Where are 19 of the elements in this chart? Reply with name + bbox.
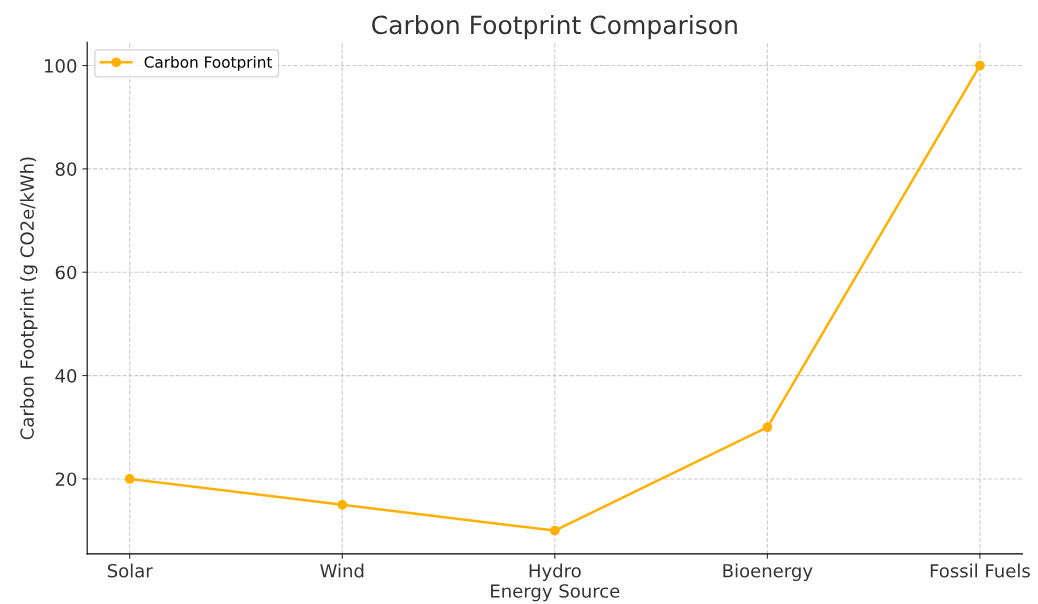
x-tick-label: Fossil Fuels (930, 563, 1030, 578)
y-tick-label: 20 (55, 472, 77, 487)
legend-label: Carbon Footprint (144, 56, 273, 71)
y-tick-label: 100 (44, 58, 77, 73)
x-tick-label: Solar (107, 563, 153, 578)
y-tick-label: 60 (55, 265, 77, 280)
x-axis-title: Energy Source (491, 584, 620, 602)
y-axis-title: Carbon Footprint (g CO2e/kWh) (19, 157, 38, 440)
point (762, 422, 773, 433)
x-tick-label: Bioenergy (723, 563, 813, 582)
point (337, 499, 348, 510)
y-tick-label: 40 (55, 369, 77, 383)
point (549, 525, 560, 536)
chart-title: Carbon Footprint Comparison (372, 14, 737, 40)
x-tick-label: Wind (320, 563, 364, 578)
point (975, 60, 985, 71)
y-tick-label: 80 (55, 162, 77, 176)
x-tick-label: Hydro (529, 563, 581, 582)
point (124, 474, 135, 484)
